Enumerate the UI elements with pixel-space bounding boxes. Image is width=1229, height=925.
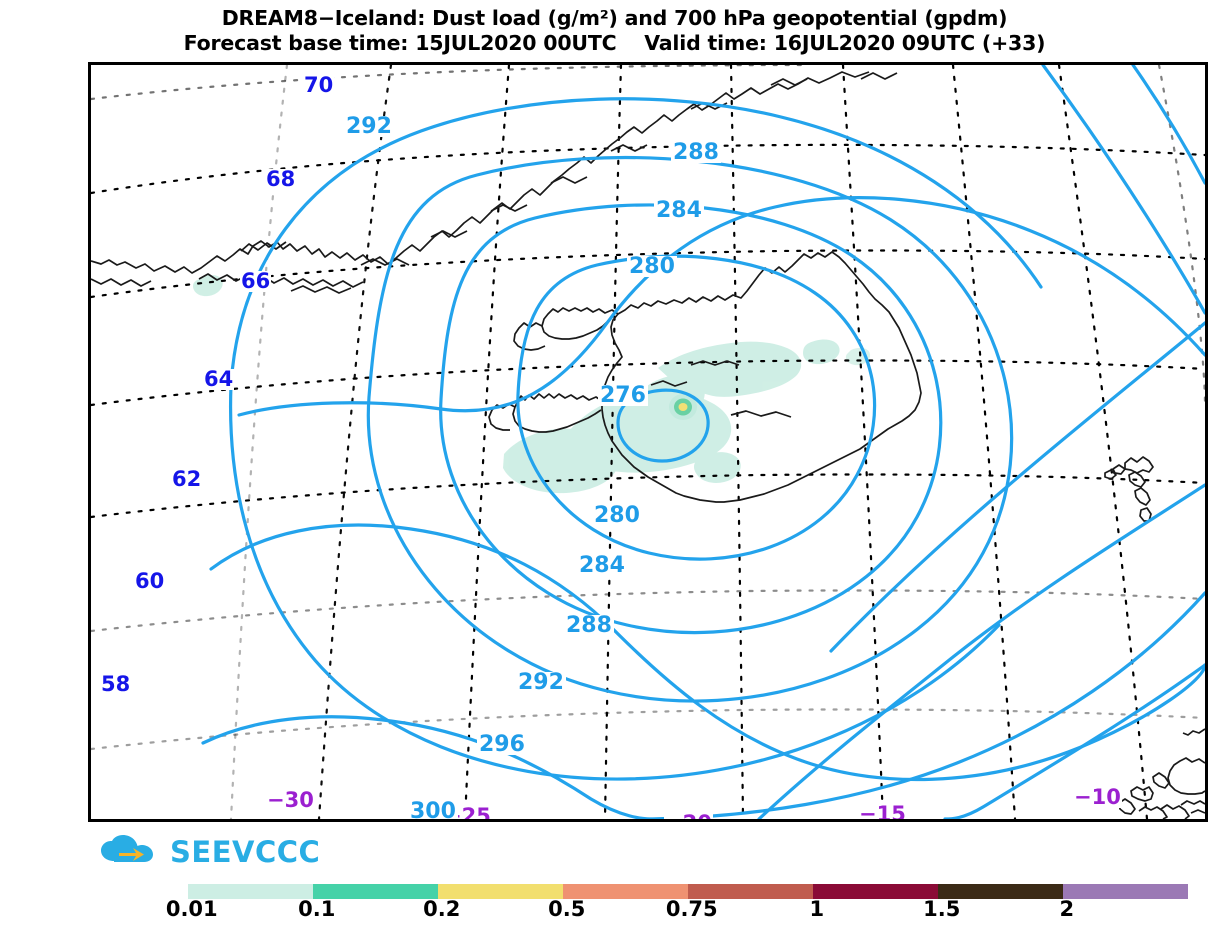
contour-label-4: 276	[598, 383, 648, 408]
contour-288-east	[757, 483, 1205, 819]
contour-label-2: 284	[654, 198, 704, 223]
chart-title-line-1: DREAM8−Iceland: Dust load (g/m²) and 700…	[221, 6, 1008, 30]
seevccc-logo: SEEVCCC	[100, 832, 320, 872]
colorbar-tick-0.01: 0.01	[165, 897, 218, 921]
latitude-label-1: 68	[265, 167, 297, 191]
latitude-label-3: 64	[203, 367, 235, 391]
contour-288-ne	[1041, 65, 1205, 315]
dust-load-colorbar-ticks: 0.01 0.1 0.2 0.5 0.75 1 1.5 2	[0, 897, 1229, 923]
logo-text: SEEVCCC	[170, 835, 321, 869]
contour-label-10: 300	[408, 799, 458, 822]
colorbar-tick-1.5: 1.5	[923, 897, 961, 921]
colorbar-tick-0.5: 0.5	[548, 897, 586, 921]
coastlines	[91, 71, 1205, 819]
latitude-label-2: 66	[240, 269, 272, 293]
contour-292-south	[228, 383, 1001, 781]
colorbar-swatch-0.1	[313, 884, 438, 899]
longitude-label-0: −30	[266, 788, 315, 812]
chart-title-line-2: Forecast base time: 15JUL2020 00UTC Vali…	[183, 31, 1046, 55]
colorbar-swatch-0.75	[688, 884, 813, 899]
contour-296	[209, 523, 1205, 782]
contour-292-ne	[1131, 65, 1205, 185]
geopotential-contours	[201, 65, 1205, 819]
colorbar-tick-0.75: 0.75	[665, 897, 718, 921]
contour-292	[229, 97, 1043, 387]
latitude-label-6: 58	[100, 672, 132, 696]
contour-label-5: 280	[592, 503, 642, 528]
longitude-label-3: −15	[858, 804, 907, 819]
contour-label-1: 288	[671, 140, 721, 165]
dust-hotspot-core	[678, 403, 688, 411]
latitude-label-5: 60	[134, 569, 166, 593]
latitude-label-4: 62	[171, 467, 203, 491]
contour-300-east	[649, 591, 1205, 819]
colorbar-tick-2: 2	[1059, 897, 1075, 921]
contour-label-9: 296	[477, 732, 527, 757]
contour-284	[439, 203, 943, 635]
colorbar-swatch-0.5	[563, 884, 688, 899]
colorbar-swatch-1.5	[938, 884, 1063, 899]
longitude-label-4: −10	[1073, 785, 1122, 809]
contour-300	[201, 715, 653, 819]
contour-288	[366, 155, 1014, 703]
contour-label-0: 292	[344, 114, 394, 139]
colorbar-swatch-2	[1063, 884, 1188, 899]
contour-label-8: 292	[516, 670, 566, 695]
contour-276	[616, 388, 710, 463]
colorbar-swatch-1	[813, 884, 938, 899]
map-canvas	[91, 65, 1205, 819]
colorbar-tick-0.2: 0.2	[423, 897, 461, 921]
longitude-label-2: −20	[664, 813, 713, 819]
lat-lon-graticule	[91, 65, 1205, 819]
contour-296-far-east	[943, 663, 1205, 819]
chart-title-block: DREAM8−Iceland: Dust load (g/m²) and 700…	[0, 6, 1229, 56]
contour-284-east	[829, 321, 1205, 653]
dust-load-colorbar	[188, 884, 1188, 899]
cloud-arrow-icon	[101, 835, 153, 862]
contour-label-7: 288	[564, 613, 614, 638]
cloud-icon	[100, 835, 162, 869]
colorbar-tick-1: 1	[809, 897, 825, 921]
contour-label-6: 284	[577, 553, 627, 578]
colorbar-tick-0.1: 0.1	[298, 897, 336, 921]
colorbar-swatch-0.2	[438, 884, 563, 899]
colorbar-swatch-0.01	[188, 884, 313, 899]
contour-280	[516, 254, 877, 561]
latitude-label-0: 70	[303, 73, 335, 97]
contour-292-north	[237, 196, 1205, 417]
contour-label-3: 280	[627, 254, 677, 279]
